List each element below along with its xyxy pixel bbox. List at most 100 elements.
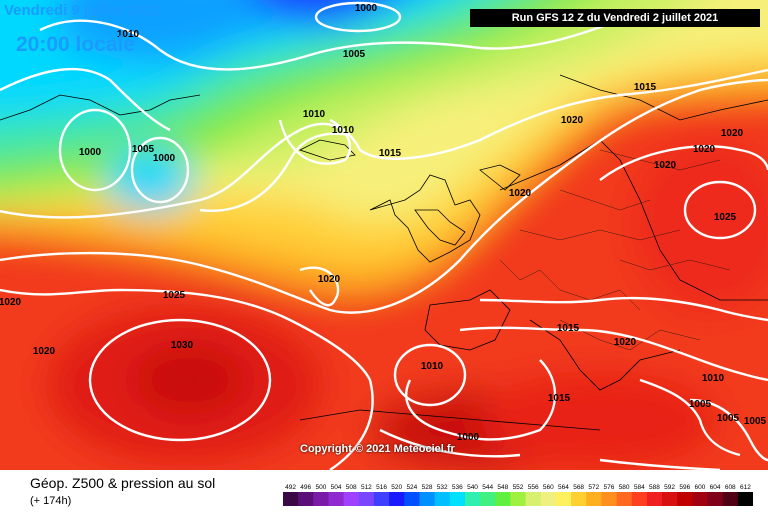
isobar-label: 1015 xyxy=(634,82,657,93)
legend-tick: 576 xyxy=(604,484,615,491)
legend-swatch xyxy=(737,492,753,506)
legend-tick: 604 xyxy=(710,484,721,491)
isobar-label: 1020 xyxy=(33,346,56,357)
isobar-label: 1010 xyxy=(702,373,725,384)
legend-swatch xyxy=(358,492,375,506)
isobar-label: 1000 xyxy=(457,432,480,443)
legend-swatch xyxy=(373,492,390,506)
legend-swatch xyxy=(464,492,481,506)
isobar-label: 1010 xyxy=(421,361,444,372)
legend-tick: 528 xyxy=(422,484,433,491)
isobar-label: 1005 xyxy=(689,399,712,410)
legend-swatch xyxy=(677,492,693,506)
isobar-label: 1025 xyxy=(163,290,186,301)
isobar-label: 1010 xyxy=(332,125,355,136)
legend-swatch xyxy=(707,492,724,506)
legend-swatch xyxy=(601,492,618,506)
isobar-label: 1000 xyxy=(153,153,176,164)
isobar-label: 1020 xyxy=(721,128,744,139)
legend-tick: 544 xyxy=(482,484,493,491)
legend-swatch xyxy=(646,492,663,506)
isobar-label: 1010 xyxy=(303,109,326,120)
isobar-label: 1015 xyxy=(557,323,580,334)
legend-tick: 600 xyxy=(695,484,706,491)
legend-swatch xyxy=(389,492,405,506)
legend-swatch xyxy=(328,492,345,506)
legend-tick: 532 xyxy=(437,484,448,491)
legend-swatch xyxy=(343,492,360,506)
legend-tick: 512 xyxy=(361,484,372,491)
legend-tick: 492 xyxy=(285,484,296,491)
legend-tick: 588 xyxy=(649,484,660,491)
legend-swatch xyxy=(571,492,587,506)
legend-tick: 524 xyxy=(406,484,417,491)
legend-swatch xyxy=(313,492,329,506)
legend-swatch xyxy=(298,492,314,506)
legend-tick: 500 xyxy=(315,484,326,491)
isobar-label: 1020 xyxy=(318,274,341,285)
legend-tick: 580 xyxy=(619,484,630,491)
legend-tick: 568 xyxy=(573,484,584,491)
isobar-label: 1005 xyxy=(132,144,155,155)
legend-tick: 516 xyxy=(376,484,387,491)
legend-swatch xyxy=(662,492,678,506)
copyright: Copyright © 2021 Meteociel.fr xyxy=(300,443,455,455)
legend-swatch xyxy=(480,492,496,506)
isobar-label: 1005 xyxy=(717,413,740,424)
product-title: Géop. Z500 & pression au sol xyxy=(30,475,216,491)
isobar-label: 1005 xyxy=(744,416,767,427)
legend-tick: 504 xyxy=(331,484,342,491)
legend-swatch xyxy=(419,492,436,506)
isobar-label: 1015 xyxy=(548,393,571,404)
isobar-label: 1020 xyxy=(693,144,716,155)
forecast-time: 20:00 locale xyxy=(16,33,136,56)
legend-swatch xyxy=(434,492,451,506)
isobar-label: 1015 xyxy=(379,148,402,159)
legend-tick: 592 xyxy=(664,484,675,491)
legend-swatch xyxy=(555,492,572,506)
legend-tick: 564 xyxy=(558,484,569,491)
legend-tick: 536 xyxy=(452,484,463,491)
isobar-label: 1030 xyxy=(171,340,194,351)
legend-swatch xyxy=(283,492,299,506)
color-legend: 492 496 500 504 508 512 516 520 524 528 532 536 540 5… xyxy=(283,484,753,506)
legend-tick: 540 xyxy=(467,484,478,491)
legend-swatch xyxy=(631,492,648,506)
legend-tick: 560 xyxy=(543,484,554,491)
legend-tick: 520 xyxy=(391,484,402,491)
isobar-label: 1020 xyxy=(0,297,22,308)
footer: Géop. Z500 & pression au sol (+ 174h) 49… xyxy=(0,470,768,512)
legend-swatch xyxy=(404,492,420,506)
legend-tick: 496 xyxy=(300,484,311,491)
isobar-label: 1025 xyxy=(714,212,737,223)
coastlines xyxy=(0,74,768,431)
isobars xyxy=(0,1,768,470)
legend-tick: 608 xyxy=(725,484,736,491)
isobar-label: 1020 xyxy=(614,337,637,348)
legend-tick: 548 xyxy=(497,484,508,491)
isobar-label: 1020 xyxy=(561,115,584,126)
legend-swatch xyxy=(525,492,542,506)
model-run-banner: Run GFS 12 Z du Vendredi 2 juillet 2021 xyxy=(470,9,760,27)
isobar-label: 1000 xyxy=(79,147,102,158)
legend-swatch xyxy=(692,492,709,506)
legend-tick: 508 xyxy=(346,484,357,491)
legend-swatch xyxy=(495,492,511,506)
legend-swatch xyxy=(722,492,739,506)
legend-swatch xyxy=(540,492,557,506)
isobar-label: 1000 xyxy=(355,3,378,14)
legend-tick: 556 xyxy=(528,484,539,491)
isobar-label: 1005 xyxy=(343,49,366,60)
legend-tick: 552 xyxy=(513,484,524,491)
geopotential-field xyxy=(0,0,768,470)
legend-swatch xyxy=(586,492,602,506)
borders xyxy=(499,149,731,351)
legend-tick: 596 xyxy=(679,484,690,491)
legend-tick: 572 xyxy=(588,484,599,491)
forecast-offset: (+ 174h) xyxy=(30,495,72,507)
isobar-label: 1020 xyxy=(654,160,677,171)
legend-swatch xyxy=(449,492,466,506)
legend-swatch xyxy=(616,492,633,506)
